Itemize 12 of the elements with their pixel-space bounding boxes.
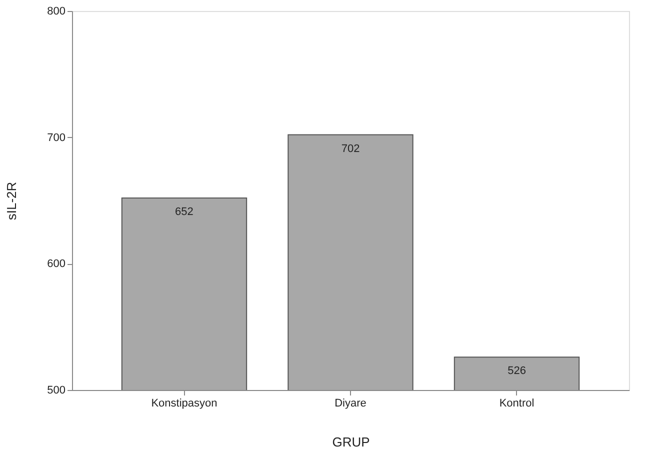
- y-tick-label: 500: [47, 384, 66, 396]
- y-tick-label: 700: [47, 132, 66, 144]
- data-label: 652: [175, 206, 194, 218]
- y-tick-label: 600: [47, 258, 66, 270]
- x-axis-title: GRUP: [332, 434, 370, 450]
- y-tick-label: 800: [47, 6, 66, 18]
- y-axis-title: sIL-2R: [4, 182, 20, 220]
- x-tick-label: Diyare: [334, 398, 366, 410]
- x-tick-label: Kontrol: [499, 398, 534, 410]
- x-tick-label: Konstipasyon: [151, 398, 218, 410]
- data-label: 526: [508, 365, 526, 378]
- data-label: 702: [341, 142, 360, 155]
